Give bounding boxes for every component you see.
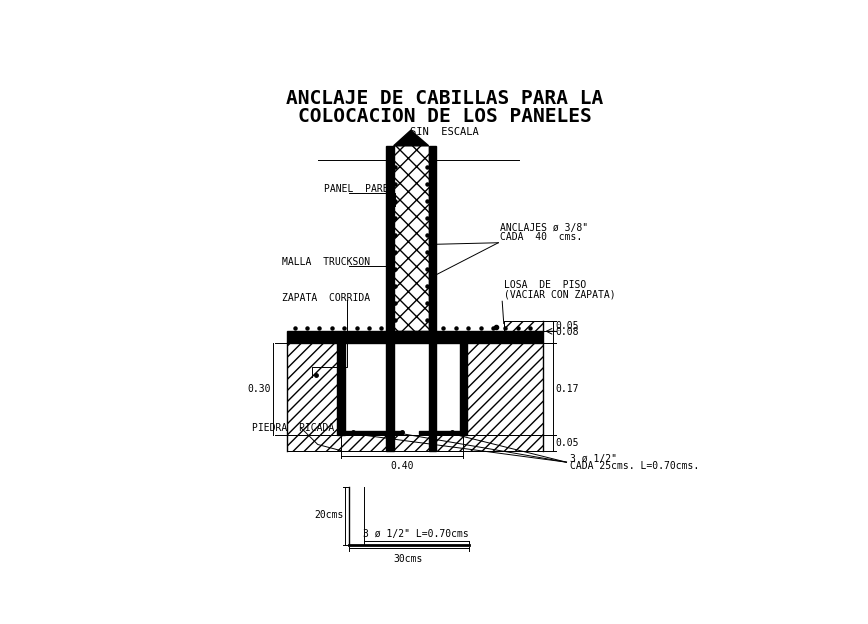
Text: 3 ø 1/2": 3 ø 1/2" [570, 454, 617, 464]
Polygon shape [394, 130, 429, 146]
Text: 0.30: 0.30 [247, 384, 271, 394]
Text: LOSA  DE  PISO: LOSA DE PISO [503, 280, 586, 291]
Text: (VACIAR CON ZAPATA): (VACIAR CON ZAPATA) [503, 290, 615, 300]
Text: 0.40: 0.40 [391, 461, 414, 470]
Polygon shape [345, 431, 403, 434]
Polygon shape [337, 343, 345, 436]
Polygon shape [386, 146, 394, 331]
Bar [464, 343, 542, 436]
Text: 0.05: 0.05 [555, 438, 578, 448]
Text: 20cms: 20cms [314, 510, 344, 520]
Text: ZAPATA  CORRIDA: ZAPATA CORRIDA [282, 293, 371, 303]
Text: PIEDRA  PICADA: PIEDRA PICADA [252, 422, 334, 432]
Text: MALLA  TRUCKSON: MALLA TRUCKSON [282, 257, 371, 267]
Text: 0.05: 0.05 [555, 321, 578, 331]
Polygon shape [286, 331, 542, 343]
Polygon shape [429, 331, 437, 451]
Text: ANCLAJES ø 3/8": ANCLAJES ø 3/8" [500, 223, 588, 233]
Text: 3 ø 1/2" L=0.70cms: 3 ø 1/2" L=0.70cms [364, 529, 469, 539]
Bar [286, 436, 542, 451]
Text: 30cms: 30cms [394, 554, 423, 564]
Bar [394, 146, 429, 331]
Polygon shape [459, 343, 467, 436]
Text: ANCLAJE DE CABILLAS PARA LA: ANCLAJE DE CABILLAS PARA LA [286, 89, 603, 108]
Text: CADA  40  cms.: CADA 40 cms. [500, 232, 582, 242]
Text: 0.08: 0.08 [555, 327, 578, 337]
Polygon shape [418, 431, 459, 434]
Text: 0.17: 0.17 [555, 384, 578, 394]
Polygon shape [386, 331, 394, 451]
Polygon shape [429, 146, 437, 331]
Text: PANEL  PARED: PANEL PARED [324, 184, 394, 194]
Text: CADA 25cms. L=0.70cms.: CADA 25cms. L=0.70cms. [570, 461, 700, 471]
Bar [503, 321, 542, 331]
Bar [286, 343, 341, 436]
Text: COLOCACION DE LOS PANELES: COLOCACION DE LOS PANELES [298, 107, 592, 126]
Text: SIN  ESCALA: SIN ESCALA [411, 127, 479, 137]
